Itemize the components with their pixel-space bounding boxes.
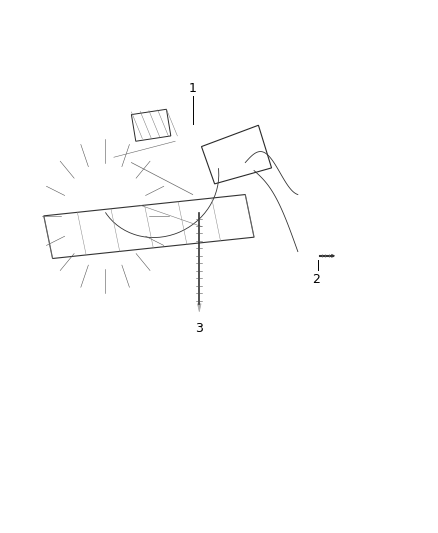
Polygon shape	[198, 304, 201, 312]
Text: 2: 2	[312, 273, 320, 286]
Text: 1: 1	[189, 82, 197, 95]
Polygon shape	[332, 254, 335, 257]
Text: 3: 3	[195, 322, 203, 335]
